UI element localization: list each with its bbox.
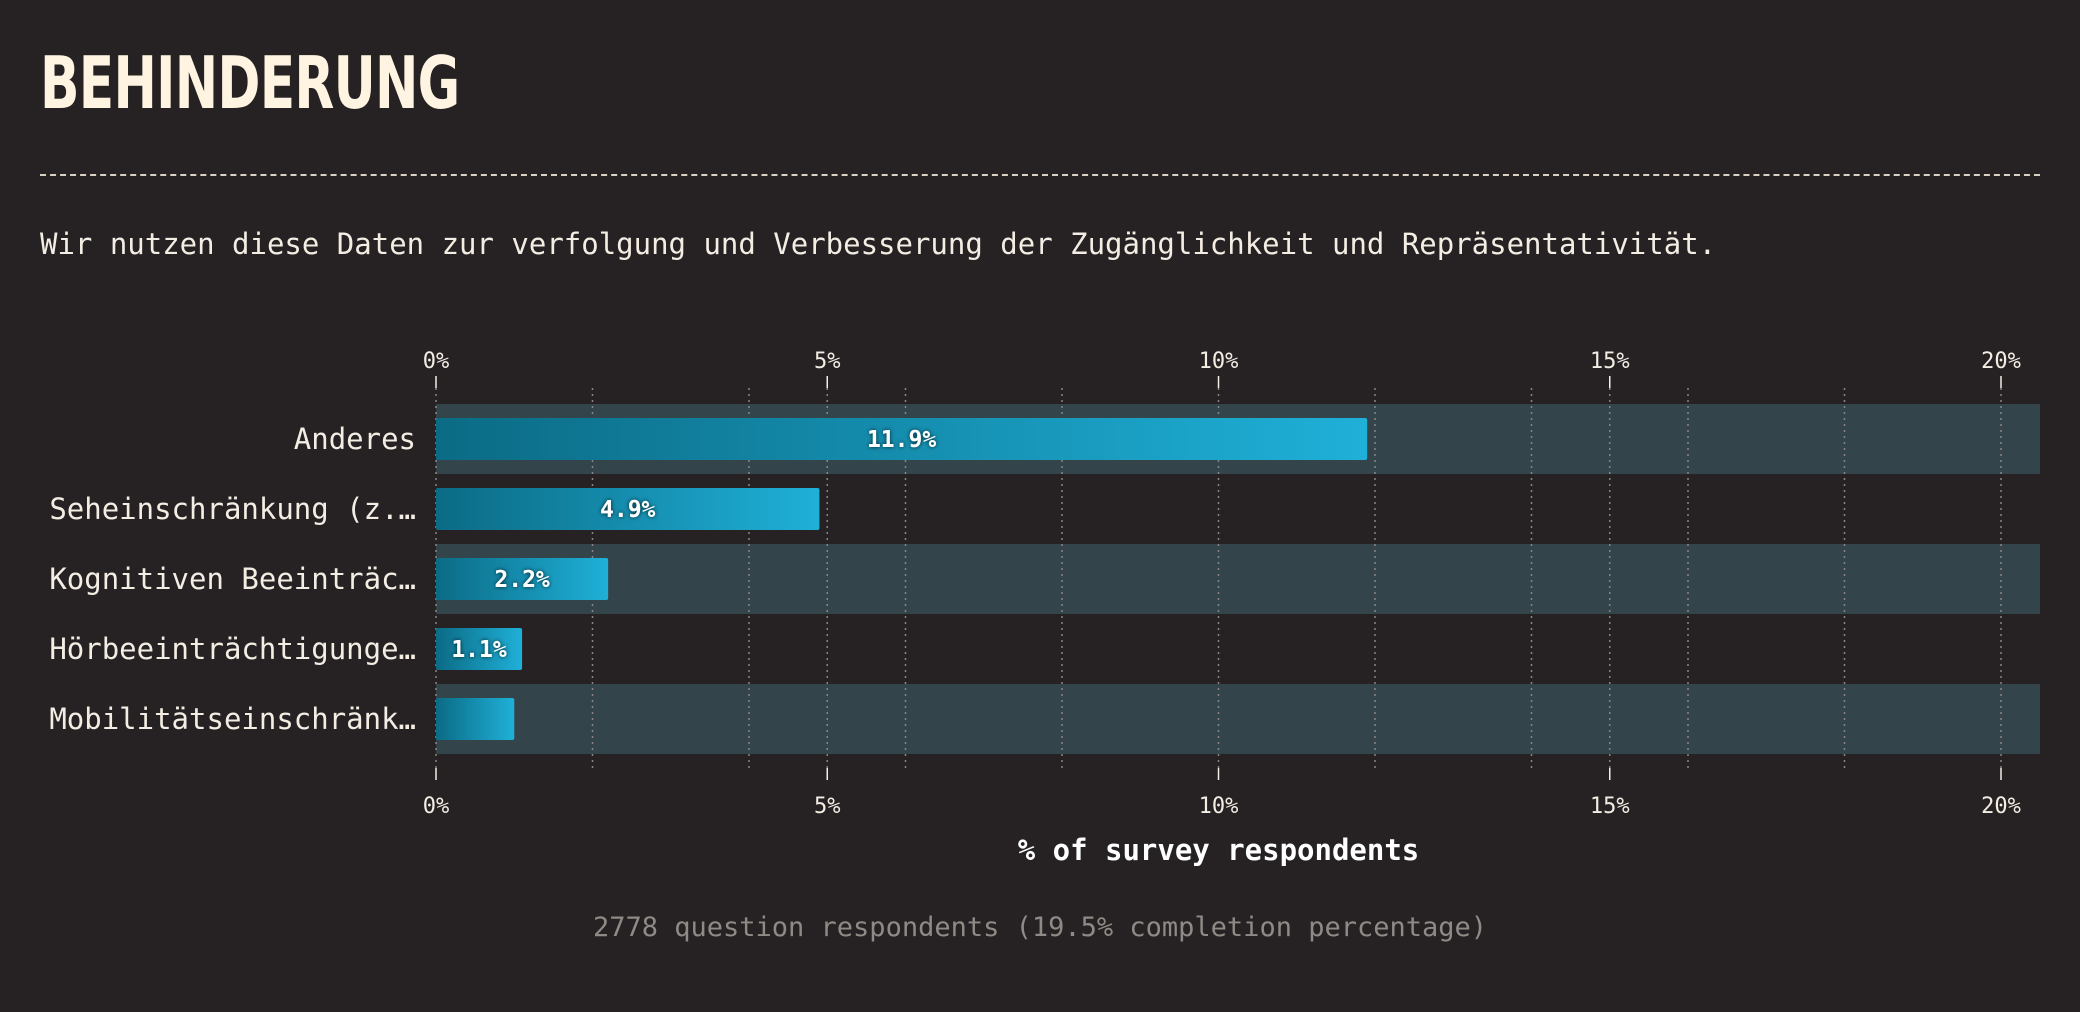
bars: 11.9% 4.9% 2.2% 1.1% xyxy=(436,418,1368,740)
bar-value-label: 1.1% xyxy=(451,637,507,663)
bottom-tick-label: 0% xyxy=(423,794,450,819)
page-title: BEHINDERUNG xyxy=(40,41,460,125)
bar-value-label: 2.2% xyxy=(494,567,550,593)
bar xyxy=(436,698,515,740)
respondents-note: 2778 question respondents (19.5% complet… xyxy=(592,912,1488,943)
page-subtitle: Wir nutzen diese Daten zur verfolgung un… xyxy=(40,227,1717,261)
bottom-axis: 0% 5% 10% 15% 20% xyxy=(423,768,2021,819)
bar xyxy=(436,558,609,600)
category-labels: Anderes Seheinschränkung (z.… Kognitiven B… xyxy=(49,422,416,736)
category-label: Kognitiven Beeinträc… xyxy=(49,562,416,596)
category-label: Seheinschränkung (z.… xyxy=(49,492,416,526)
bottom-tick-label: 15% xyxy=(1590,794,1630,819)
bar xyxy=(436,628,523,670)
category-label: Hörbeeinträchtigunge… xyxy=(49,632,416,666)
bar xyxy=(436,418,1368,460)
bar-chart: 11.9% 4.9% 2.2% 1.1% 0% 5% 10% 15% 20% 0% 5% 10% 1… xyxy=(49,349,2040,867)
top-axis: 0% 5% 10% 15% 20% xyxy=(423,349,2021,388)
bar-value-label: 4.9% xyxy=(600,497,656,523)
x-axis-title: % of survey respondents xyxy=(1018,833,1420,867)
top-tick-label: 10% xyxy=(1199,349,1239,374)
top-tick-label: 0% xyxy=(423,349,450,374)
row-band xyxy=(436,684,2040,754)
top-tick-label: 20% xyxy=(1981,349,2021,374)
bottom-tick-label: 5% xyxy=(814,794,841,819)
row-band xyxy=(436,544,2040,614)
category-label: Mobilitätseinschränk… xyxy=(49,702,416,736)
bottom-tick-label: 10% xyxy=(1199,794,1239,819)
title-divider xyxy=(40,174,2040,176)
category-label: Anderes xyxy=(294,422,416,456)
bar-value-label: 11.9% xyxy=(867,427,936,453)
bottom-tick-label: 20% xyxy=(1981,794,2021,819)
bar xyxy=(436,488,820,530)
top-tick-label: 5% xyxy=(814,349,841,374)
top-tick-label: 15% xyxy=(1590,349,1630,374)
row-bands xyxy=(436,404,2040,754)
